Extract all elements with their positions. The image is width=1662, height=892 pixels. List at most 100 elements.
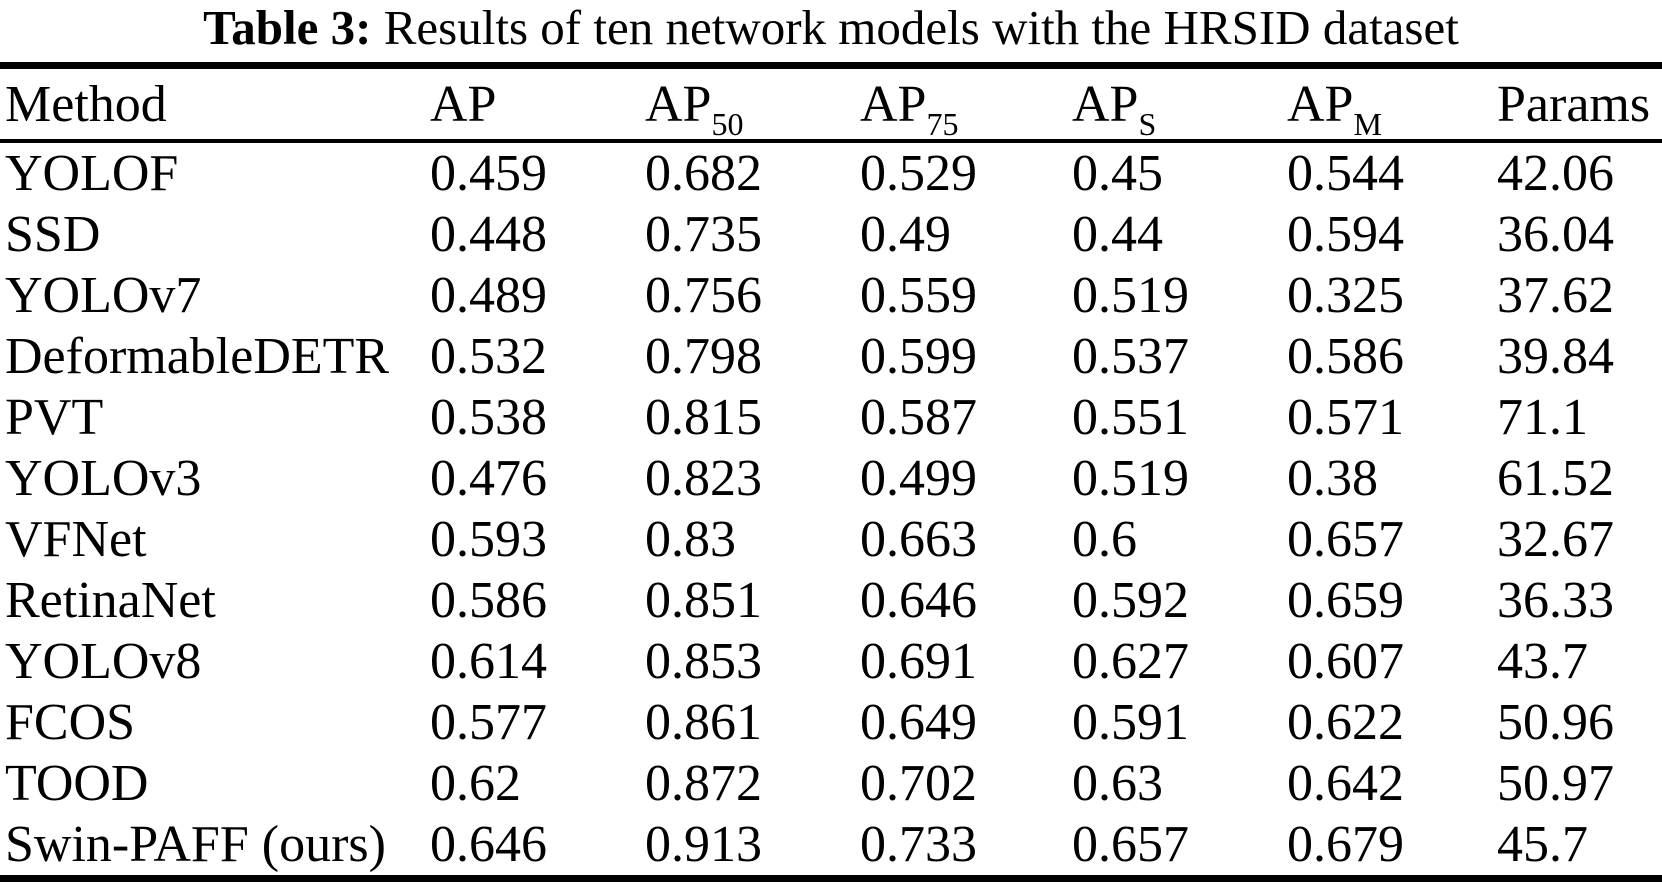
value-cell: 0.476 [430, 450, 547, 507]
value-cell: 0.559 [860, 267, 977, 324]
value-cell: 0.702 [860, 755, 977, 812]
method-cell: Swin-PAFF (ours) [5, 816, 386, 873]
header-ap50-sub: 50 [711, 105, 744, 141]
value-cell: 42.06 [1497, 145, 1614, 202]
value-cell: 37.62 [1497, 267, 1614, 324]
table-row: TOOD 0.62 0.872 0.702 0.63 0.642 50.97 [0, 753, 1662, 814]
value-cell: 0.679 [1287, 816, 1404, 873]
value-cell: 0.577 [430, 694, 547, 751]
method-cell: VFNet [5, 511, 147, 568]
value-cell: 0.325 [1287, 267, 1404, 324]
method-cell: YOLOv8 [5, 633, 202, 690]
value-cell: 0.823 [645, 450, 762, 507]
header-ap75: AP75 [860, 66, 1072, 142]
value-cell: 0.448 [430, 206, 547, 263]
value-cell: 50.96 [1497, 694, 1614, 751]
value-cell: 32.67 [1497, 511, 1614, 568]
value-cell: 0.44 [1072, 206, 1163, 263]
value-cell: 0.83 [645, 511, 736, 568]
value-cell: 0.529 [860, 145, 977, 202]
value-cell: 0.593 [430, 511, 547, 568]
header-method-label: Method [5, 75, 167, 133]
value-cell: 50.97 [1497, 755, 1614, 812]
value-cell: 0.691 [860, 633, 977, 690]
method-cell: PVT [5, 389, 104, 446]
header-row: Method AP AP50 AP75 APS APM Params [0, 66, 1662, 142]
table-row: YOLOv8 0.614 0.853 0.691 0.627 0.607 43.7 [0, 631, 1662, 692]
value-cell: 0.735 [645, 206, 762, 263]
value-cell: 0.614 [430, 633, 547, 690]
value-cell: 0.756 [645, 267, 762, 324]
value-cell: 0.538 [430, 389, 547, 446]
header-apm: APM [1287, 66, 1497, 142]
method-cell: FCOS [5, 694, 136, 751]
value-cell: 0.853 [645, 633, 762, 690]
method-cell: SSD [5, 206, 101, 263]
value-cell: 0.489 [430, 267, 547, 324]
value-cell: 0.622 [1287, 694, 1404, 751]
table-row: YOLOF 0.459 0.682 0.529 0.45 0.544 42.06 [0, 141, 1662, 204]
value-cell: 0.49 [860, 206, 951, 263]
value-cell: 0.607 [1287, 633, 1404, 690]
header-ap50-label: AP [645, 75, 712, 133]
value-cell: 0.519 [1072, 450, 1189, 507]
header-ap50: AP50 [645, 66, 860, 142]
value-cell: 0.594 [1287, 206, 1404, 263]
value-cell: 0.45 [1072, 145, 1163, 202]
header-ap75-label: AP [860, 75, 927, 133]
table-caption: Table 3: Results of ten network models w… [0, 0, 1662, 56]
table-row: PVT 0.538 0.815 0.587 0.551 0.571 71.1 [0, 387, 1662, 448]
value-cell: 0.815 [645, 389, 762, 446]
value-cell: 0.571 [1287, 389, 1404, 446]
header-ap-label: AP [430, 75, 497, 133]
table-caption-text: Results of ten network models with the H… [371, 0, 1459, 55]
value-cell: 0.6 [1072, 511, 1137, 568]
table-body: YOLOF 0.459 0.682 0.529 0.45 0.544 42.06 SSD 0.4… [0, 141, 1662, 879]
method-cell: TOOD [5, 755, 149, 812]
header-ap: AP [430, 66, 645, 142]
value-cell: 36.04 [1497, 206, 1614, 263]
value-cell: 71.1 [1497, 389, 1588, 446]
value-cell: 0.682 [645, 145, 762, 202]
header-aps: APS [1072, 66, 1287, 142]
value-cell: 0.532 [430, 328, 547, 385]
header-params-label: Params [1497, 75, 1651, 133]
table-row: SSD 0.448 0.735 0.49 0.44 0.594 36.04 [0, 204, 1662, 265]
value-cell: 0.657 [1072, 816, 1189, 873]
value-cell: 0.587 [860, 389, 977, 446]
table-header: Method AP AP50 AP75 APS APM Params [0, 66, 1662, 142]
value-cell: 0.592 [1072, 572, 1189, 629]
value-cell: 0.733 [860, 816, 977, 873]
value-cell: 0.663 [860, 511, 977, 568]
table-row: DeformableDETR 0.532 0.798 0.599 0.537 0.586 3… [0, 326, 1662, 387]
value-cell: 0.537 [1072, 328, 1189, 385]
value-cell: 0.599 [860, 328, 977, 385]
method-cell: YOLOv7 [5, 267, 202, 324]
value-cell: 0.646 [860, 572, 977, 629]
value-cell: 0.519 [1072, 267, 1189, 324]
header-aps-label: AP [1072, 75, 1139, 133]
value-cell: 0.38 [1287, 450, 1378, 507]
table-row: YOLOv3 0.476 0.823 0.499 0.519 0.38 61.52 [0, 448, 1662, 509]
value-cell: 0.642 [1287, 755, 1404, 812]
method-cell: DeformableDETR [5, 328, 390, 385]
value-cell: 0.591 [1072, 694, 1189, 751]
value-cell: 0.459 [430, 145, 547, 202]
header-apm-label: AP [1287, 75, 1354, 133]
header-method: Method [0, 66, 430, 142]
value-cell: 0.913 [645, 816, 762, 873]
value-cell: 0.586 [430, 572, 547, 629]
value-cell: 61.52 [1497, 450, 1614, 507]
value-cell: 36.33 [1497, 572, 1614, 629]
table-row: RetinaNet 0.586 0.851 0.646 0.592 0.659 36.33 [0, 570, 1662, 631]
value-cell: 0.586 [1287, 328, 1404, 385]
value-cell: 0.659 [1287, 572, 1404, 629]
value-cell: 0.627 [1072, 633, 1189, 690]
value-cell: 43.7 [1497, 633, 1588, 690]
value-cell: 0.851 [645, 572, 762, 629]
value-cell: 0.861 [645, 694, 762, 751]
header-apm-sub: M [1353, 105, 1382, 141]
method-cell: YOLOF [5, 145, 179, 202]
table-caption-label: Table 3: [203, 0, 372, 55]
